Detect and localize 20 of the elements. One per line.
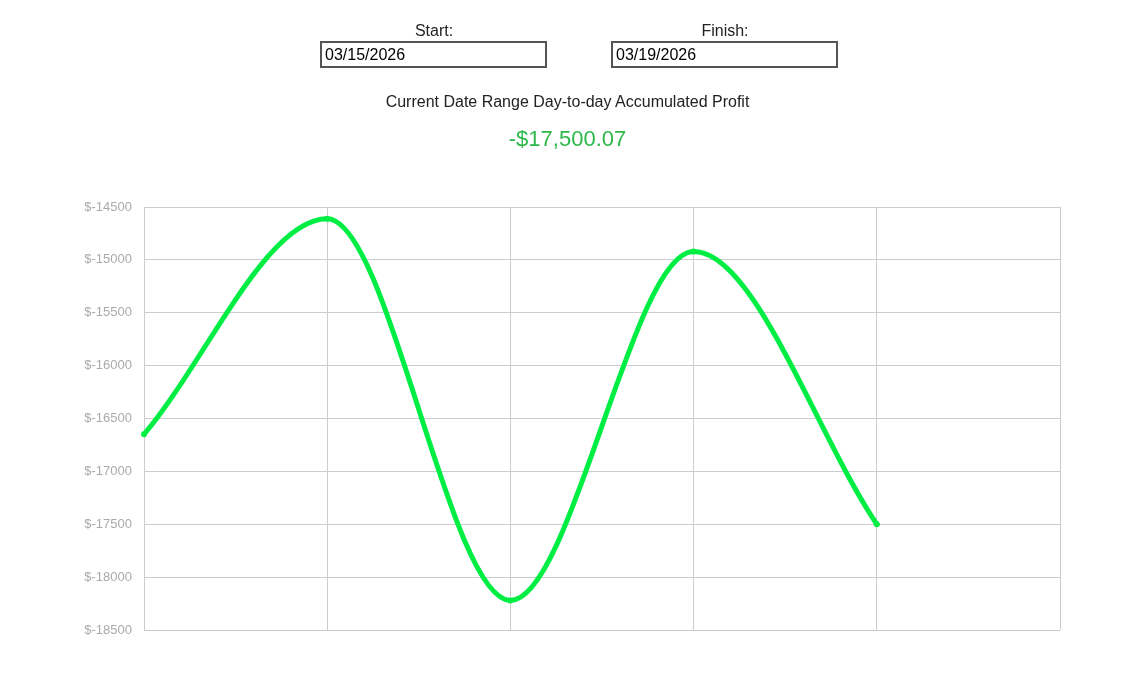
text: Start: (413, 22, 455, 40)
y-tick-label: $-17000 (84, 462, 132, 478)
start-date-field: 03/15/2026 (320, 41, 547, 68)
point (141, 431, 147, 438)
y-tick-label: $-16500 (84, 410, 132, 426)
y-tick-label: $-18500 (84, 621, 132, 637)
y-tick-label: $-17500 (84, 515, 132, 531)
y-tick-label: $-15000 (84, 251, 132, 267)
finish-date-field: 03/19/2026 (611, 41, 838, 68)
point (690, 248, 697, 255)
y-tick-label: $-14500 (84, 198, 132, 214)
y-tick-label: $-18000 (84, 568, 132, 584)
text: Finish: (700, 22, 750, 40)
chart-title: Current Date Range Day-to-day Accumulated Profit (384, 93, 751, 111)
y-tick-label: $-15500 (84, 304, 132, 320)
point (507, 597, 514, 604)
y-tick-label: $-16000 (84, 357, 132, 373)
point (324, 215, 331, 222)
chart-subtitle: -$17,500.07 (507, 126, 628, 152)
point (873, 521, 880, 528)
